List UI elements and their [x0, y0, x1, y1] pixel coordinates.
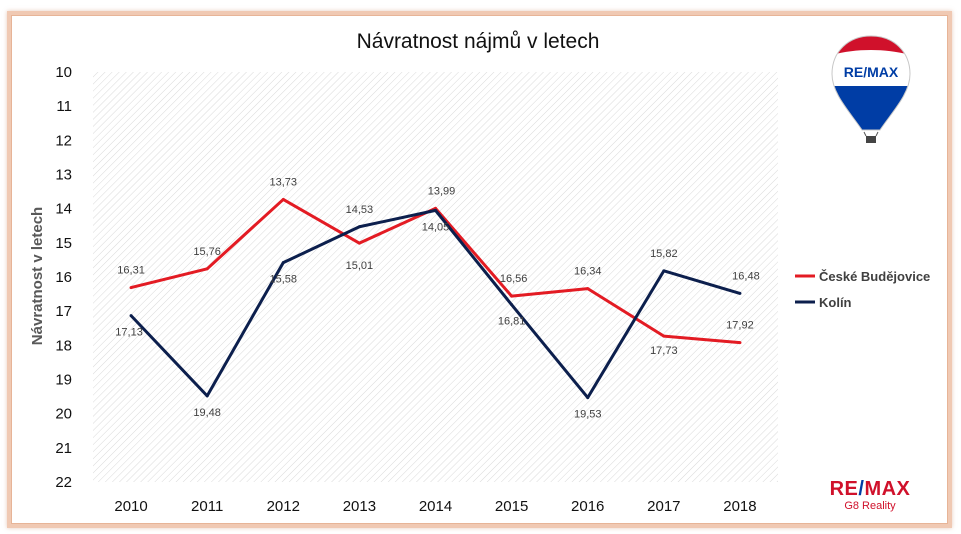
data-point — [510, 294, 514, 298]
data-label: 16,34 — [574, 266, 602, 278]
data-point — [129, 286, 133, 290]
data-label: 17,73 — [650, 345, 678, 357]
x-tick-label: 2015 — [495, 498, 528, 515]
data-label: 16,81 — [498, 316, 526, 328]
data-label: 16,31 — [117, 265, 145, 277]
data-point — [129, 314, 133, 318]
x-tick-label: 2014 — [419, 498, 452, 515]
y-tick-label: 12 — [55, 132, 72, 149]
plot-area — [93, 72, 778, 482]
y-axis-label: Návratnost v letech — [29, 207, 46, 345]
data-label: 17,13 — [115, 327, 143, 339]
brand-subtitle: G8 Reality — [844, 500, 896, 512]
x-tick-label: 2010 — [114, 498, 147, 515]
x-tick-label: 2013 — [343, 498, 376, 515]
data-label: 15,76 — [193, 246, 221, 258]
data-label: 15,58 — [270, 274, 298, 286]
data-point — [205, 394, 209, 398]
brand-name: RE/MAX — [829, 478, 911, 500]
remax-g8-logo: RE/MAX G8 Reality — [820, 478, 920, 518]
data-label: 15,82 — [650, 248, 678, 260]
data-label: 14,05 — [422, 221, 450, 233]
data-point — [205, 267, 209, 271]
x-tick-label: 2012 — [267, 498, 300, 515]
data-point — [357, 225, 361, 229]
legend-label: Kolín — [819, 295, 852, 310]
legend-label: České Budějovice — [819, 269, 930, 284]
y-tick-label: 16 — [55, 269, 72, 286]
data-label: 14,53 — [346, 204, 374, 216]
y-tick-label: 10 — [55, 64, 72, 81]
data-label: 13,73 — [270, 176, 298, 188]
y-tick-label: 20 — [55, 406, 72, 423]
x-tick-label: 2018 — [723, 498, 756, 515]
y-tick-label: 21 — [55, 440, 72, 457]
data-label: 17,92 — [726, 320, 754, 332]
data-label: 16,56 — [500, 273, 528, 285]
x-tick-label: 2011 — [191, 498, 223, 515]
data-point — [281, 261, 285, 265]
y-tick-label: 11 — [56, 98, 72, 115]
data-point — [662, 269, 666, 273]
chart-title: Návratnost nájmů v letech — [357, 30, 600, 53]
data-label: 13,99 — [428, 185, 456, 197]
y-tick-label: 13 — [55, 167, 72, 184]
data-label: 19,48 — [193, 407, 221, 419]
y-tick-label: 22 — [55, 474, 72, 491]
x-tick-label: 2017 — [647, 498, 680, 515]
balloon-text: RE/MAX — [844, 64, 899, 80]
data-label: 16,48 — [732, 270, 760, 282]
data-point — [281, 197, 285, 201]
data-label: 15,01 — [346, 260, 374, 272]
data-point — [738, 291, 742, 295]
data-point — [662, 334, 666, 338]
data-point — [586, 396, 590, 400]
data-point — [510, 303, 514, 307]
balloon-basket — [866, 136, 876, 143]
y-tick-label: 17 — [55, 303, 72, 320]
y-tick-label: 14 — [55, 201, 72, 218]
y-tick-label: 15 — [55, 235, 72, 252]
y-tick-label: 19 — [55, 372, 72, 389]
x-tick-label: 2016 — [571, 498, 604, 515]
y-tick-label: 18 — [55, 337, 72, 354]
data-label: 19,53 — [574, 409, 602, 421]
data-point — [586, 287, 590, 291]
data-point — [434, 208, 437, 212]
data-point — [738, 341, 742, 345]
data-point — [357, 241, 361, 245]
remax-balloon-logo: RE/MAX — [831, 35, 911, 143]
